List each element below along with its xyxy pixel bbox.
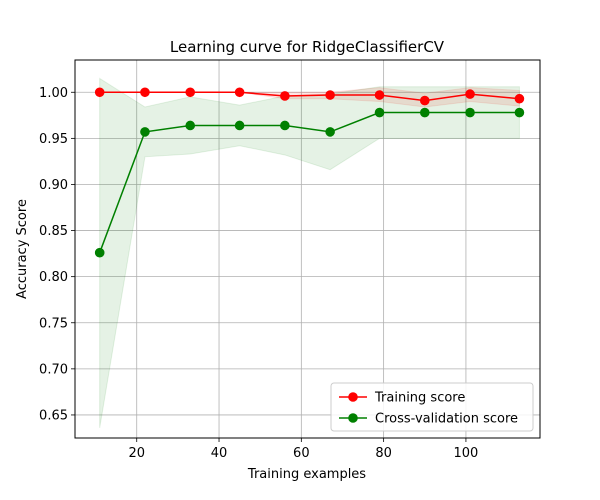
x-tick-label: 40	[211, 446, 228, 461]
training-score-point	[94, 87, 105, 98]
training-score-line	[99, 91, 520, 102]
cv-score-point	[280, 120, 290, 131]
y-tick-label: 0.70	[39, 362, 68, 377]
y-tick-label: 0.95	[39, 132, 68, 147]
training-score-point	[185, 87, 196, 98]
legend-cv-marker	[348, 413, 358, 423]
legend-training-marker	[348, 392, 358, 402]
cv-score-band	[99, 77, 520, 428]
cv-score-point	[419, 107, 430, 118]
cv-score-point	[465, 107, 475, 118]
chart-title: Learning curve for RidgeClassifierCV	[170, 38, 445, 56]
cv-score-point	[374, 107, 385, 118]
y-tick-label: 0.90	[39, 178, 68, 193]
y-tick-label: 1.00	[39, 86, 68, 101]
training-score-point	[465, 89, 475, 99]
y-axis-label: Accuracy Score	[15, 199, 30, 299]
training-score-point	[419, 95, 430, 106]
x-axis-label: Training examples	[247, 467, 366, 482]
axis-ticks: 20 40 60 80 100 0.65 0.70 0.75 0.80 0.85 0.90 0.95 1…	[39, 86, 478, 461]
x-tick-label: 80	[375, 446, 392, 461]
cv-score-point	[234, 120, 245, 131]
cv-score-point	[514, 107, 525, 118]
y-tick-label: 0.75	[39, 316, 68, 331]
cv-score-point	[94, 247, 105, 258]
cv-score-point	[325, 127, 335, 137]
training-score-point	[374, 90, 385, 100]
plot-frame	[74, 59, 541, 439]
cv-score-point	[140, 127, 150, 137]
legend: Training score Cross-validation score	[330, 382, 534, 432]
cv-score-line	[98, 111, 520, 253]
x-tick-label: 20	[128, 446, 145, 461]
cv-score-point	[185, 120, 196, 131]
training-score-point	[234, 87, 245, 98]
series-layer	[94, 87, 525, 258]
x-tick-label: 100	[454, 446, 479, 461]
legend-cv-label: Cross-validation score	[375, 412, 518, 427]
y-tick-label: 0.80	[39, 270, 68, 285]
y-tick-label: 0.65	[39, 408, 68, 423]
training-score-point	[280, 91, 290, 101]
legend-training-label: Training score	[374, 391, 465, 406]
y-tick-label: 0.85	[39, 224, 68, 239]
x-tick-label: 60	[293, 446, 310, 461]
gridlines	[75, 60, 540, 438]
std-bands	[99, 77, 520, 428]
training-score-point	[514, 93, 525, 104]
training-score-point	[140, 87, 150, 98]
legend-box	[330, 382, 534, 432]
training-score-point	[325, 90, 335, 100]
